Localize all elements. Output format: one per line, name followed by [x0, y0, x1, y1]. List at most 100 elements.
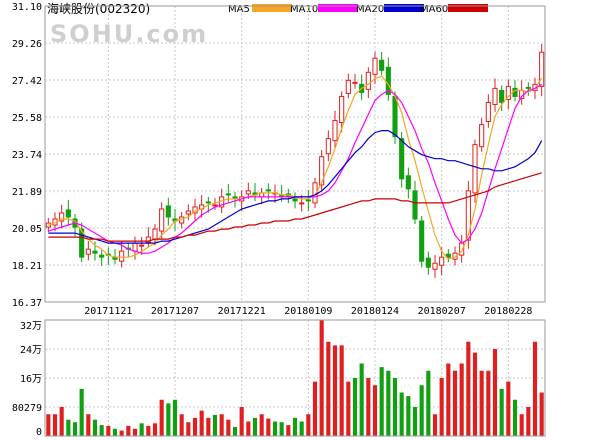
- candle-body: [79, 228, 85, 258]
- volume-bar: [332, 345, 338, 436]
- candle-body: [139, 244, 145, 247]
- candle: [379, 52, 385, 76]
- candle-body: [339, 95, 345, 124]
- candle-body: [399, 138, 405, 180]
- volume-bar: [492, 349, 498, 436]
- candle-body: [372, 57, 378, 75]
- candle: [139, 236, 145, 255]
- candle-body: [319, 156, 325, 186]
- legend-label-ma20: MA20: [356, 4, 384, 15]
- volume-bar: [186, 422, 191, 436]
- volume-bar: [399, 392, 404, 436]
- volume-bar: [159, 399, 164, 436]
- volume-bar: [192, 417, 198, 436]
- candle-body: [405, 175, 411, 190]
- candle: [245, 182, 251, 199]
- candle-body: [152, 228, 158, 240]
- candle: [465, 181, 471, 249]
- candle: [525, 82, 531, 96]
- volume-bar: [312, 381, 318, 436]
- candle-body: [452, 252, 458, 260]
- volume-panel-frame: [44, 319, 546, 437]
- volume-bar: [206, 417, 211, 436]
- volume-bar: [119, 430, 124, 436]
- candle-body: [99, 254, 105, 258]
- volume-bar: [319, 320, 324, 436]
- ma60-line: [48, 172, 542, 242]
- volume-bar: [152, 423, 158, 436]
- candle: [319, 150, 325, 192]
- candle: [445, 249, 451, 263]
- date-tick-label: 20180228: [484, 306, 532, 317]
- ma20-line: [48, 130, 543, 244]
- volume-bar: [112, 428, 118, 436]
- price-tick-label: 31.10: [12, 2, 42, 13]
- volume-bar: [406, 396, 411, 436]
- candle: [425, 251, 431, 275]
- candle: [485, 94, 491, 128]
- volume-bar: [299, 421, 304, 436]
- candle-body: [505, 85, 511, 100]
- candle-body: [445, 253, 451, 258]
- volume-bar: [166, 403, 171, 436]
- volume-bar: [452, 370, 458, 436]
- volume-bar: [486, 370, 491, 436]
- candle-body: [419, 220, 425, 262]
- price-tick-label: 16.37: [12, 298, 42, 309]
- candle-body: [132, 242, 138, 252]
- volume-bar: [419, 385, 424, 436]
- candle: [145, 227, 151, 248]
- legend-swatch-ma20: [384, 4, 424, 12]
- date-tick-label: 20180124: [351, 306, 399, 317]
- candle: [292, 192, 298, 209]
- candle: [312, 177, 318, 208]
- candle-body: [325, 138, 331, 155]
- date-tick-label: 20180109: [284, 306, 332, 317]
- volume-bar: [126, 425, 131, 436]
- volume-bar: [99, 425, 104, 436]
- sohu-watermark: SOHU.com: [50, 20, 208, 48]
- volume-bar: [252, 417, 258, 436]
- candle: [352, 74, 358, 89]
- legend-swatch-ma10: [318, 4, 358, 12]
- volume-bar: [392, 378, 398, 436]
- candle: [539, 43, 545, 97]
- candle-body: [465, 190, 471, 241]
- candle: [385, 57, 391, 101]
- volume-bar: [199, 410, 204, 436]
- price-tick-label: 25.58: [12, 113, 42, 124]
- volume-bar: [372, 385, 378, 436]
- price-tick-label: 18.21: [12, 261, 42, 272]
- candle-body: [539, 51, 545, 87]
- candle-body: [345, 79, 351, 94]
- candle-body: [499, 89, 505, 103]
- volume-bar: [472, 352, 478, 436]
- volume-bar: [172, 399, 178, 436]
- candle-body: [245, 190, 251, 195]
- candle: [452, 246, 458, 266]
- volume-bar: [106, 425, 111, 436]
- volume-bar: [59, 407, 64, 436]
- date-axis-labels: 20171121 20171207 20171221 20180109 20180124…: [84, 306, 532, 317]
- candle-body: [332, 120, 338, 142]
- volume-bar: [259, 414, 264, 436]
- candle-body: [525, 86, 531, 89]
- volume-bar: [239, 407, 244, 436]
- volume-axis-labels: 32万 24万 16万 80279 0: [12, 321, 42, 438]
- candle-body: [119, 250, 125, 262]
- legend-label-ma60: MA60: [420, 4, 448, 15]
- volume-bar: [132, 428, 138, 436]
- volume-bar: [506, 381, 511, 436]
- legend-swatch-ma5: [252, 4, 292, 12]
- volume-bar: [86, 414, 91, 436]
- candle-body: [312, 182, 318, 204]
- date-tick-label: 20171207: [151, 306, 199, 317]
- date-tick-label: 20171121: [84, 306, 132, 317]
- candle-body: [185, 210, 191, 215]
- candle-body: [292, 198, 298, 202]
- candle-body: [225, 193, 231, 196]
- volume-bar: [339, 345, 344, 436]
- volume-bar: [146, 425, 151, 436]
- candle: [479, 117, 485, 152]
- date-tick-label: 20171221: [218, 306, 266, 317]
